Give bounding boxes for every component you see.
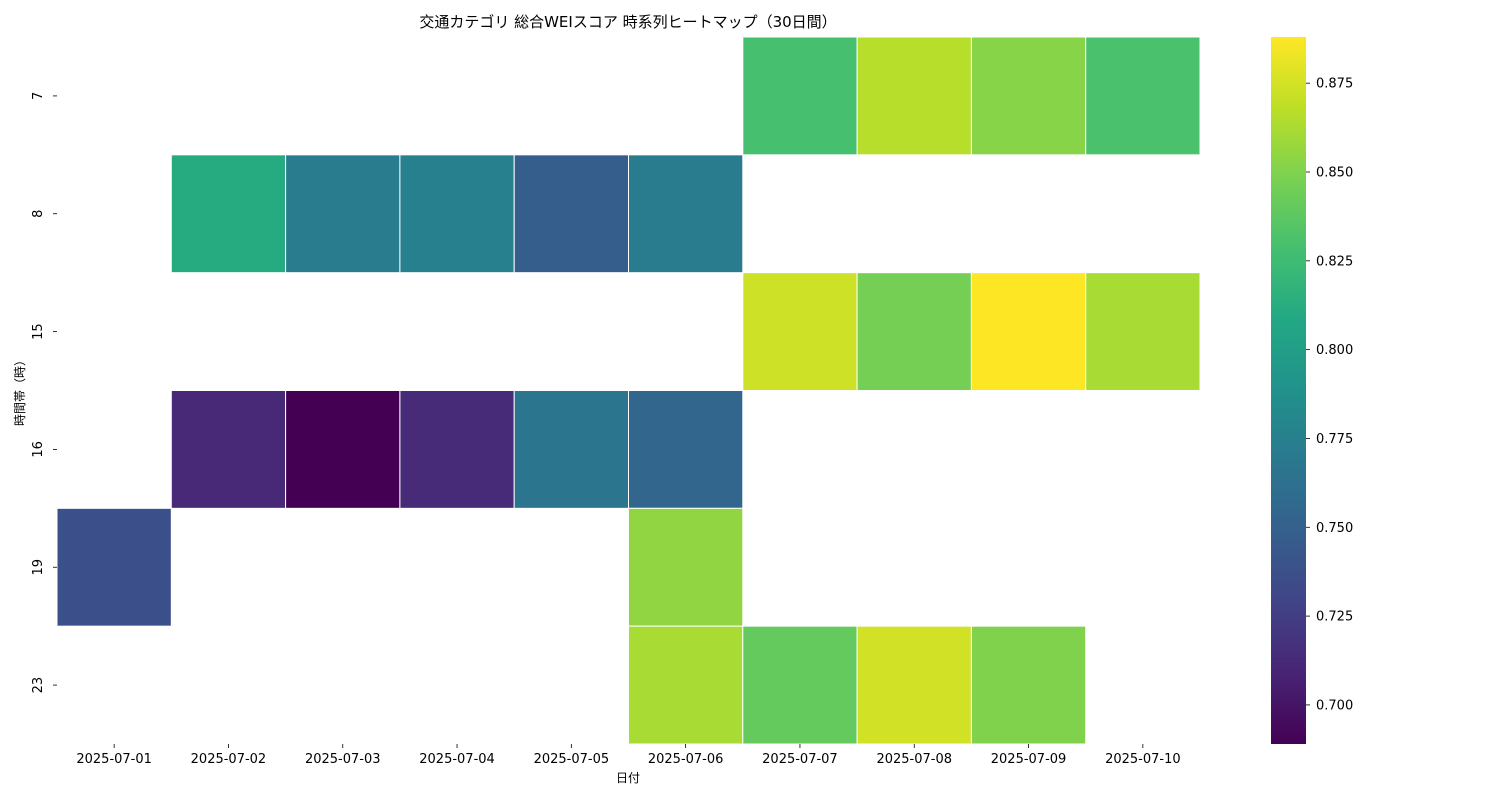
colorbar-tick-label: 0.725: [1316, 610, 1353, 625]
x-tick-label: 2025-07-10: [1105, 752, 1181, 767]
colorbar: [1271, 37, 1306, 744]
chart-title: 交通カテゴリ 総合WEIスコア 時系列ヒートマップ（30日間）: [419, 13, 836, 31]
heatmap-cell: [628, 154, 744, 274]
heatmap-cell: [1085, 36, 1201, 156]
x-tick-label: 2025-07-03: [305, 752, 381, 767]
heatmap-cell: [513, 390, 630, 509]
colorbar-tick-label: 0.875: [1316, 77, 1353, 92]
heatmap-cell: [170, 154, 287, 274]
heatmap-cell: [742, 36, 858, 156]
x-tick-label: 2025-07-04: [419, 752, 495, 767]
y-tick-label: 16: [31, 441, 46, 458]
heatmap-cell: [628, 507, 744, 627]
heatmap-cell: [970, 625, 1087, 745]
x-tick-label: 2025-07-06: [648, 752, 724, 767]
heatmap-cell: [628, 390, 744, 509]
x-tick-label: 2025-07-05: [534, 752, 610, 767]
heatmap-cell: [970, 36, 1087, 156]
y-axis-ticks: 7 8 15 16 19 23: [31, 92, 57, 694]
colorbar-tick-label: 0.825: [1316, 254, 1353, 269]
heatmap-cell: [56, 507, 172, 627]
heatmap-cell: [285, 390, 401, 509]
y-axis-label: 時間帯（時）: [13, 354, 27, 426]
x-tick-label: 2025-07-02: [191, 752, 267, 767]
y-tick-label: 15: [31, 323, 46, 340]
colorbar-tick-label: 0.800: [1316, 343, 1353, 358]
x-tick-label: 2025-07-08: [876, 752, 952, 767]
colorbar-ticks: 0.700 0.725 0.750 0.775 0.800 0.825 0.850 0.875: [1306, 77, 1353, 713]
colorbar-tick-label: 0.700: [1316, 698, 1353, 713]
heatmap-cell: [742, 625, 858, 745]
heatmap-cell: [628, 625, 744, 745]
x-axis-label: 日付: [616, 771, 640, 785]
heatmap-cell: [170, 390, 287, 509]
colorbar-tick-label: 0.750: [1316, 521, 1353, 536]
x-axis-ticks: 2025-07-01 2025-07-02 2025-07-03 2025-07-04…: [76, 744, 1181, 767]
x-tick-label: 2025-07-01: [76, 752, 152, 767]
y-tick-label: 23: [31, 677, 46, 694]
heatmap-cell: [856, 625, 972, 745]
heatmap-cell: [513, 154, 630, 274]
x-tick-label: 2025-07-09: [991, 752, 1067, 767]
heatmap-cell: [856, 36, 972, 156]
heatmap-cell: [970, 272, 1087, 391]
heatmap-cell: [399, 390, 515, 509]
heatmap-cell: [856, 272, 972, 391]
heatmap-cell: [399, 154, 515, 274]
x-tick-label: 2025-07-07: [762, 752, 838, 767]
heatmap-cell: [1085, 272, 1201, 391]
colorbar-tick-label: 0.775: [1316, 432, 1353, 447]
heatmap-cell: [285, 154, 401, 274]
colorbar-tick-label: 0.850: [1316, 166, 1353, 181]
y-tick-label: 8: [31, 210, 46, 218]
y-tick-label: 7: [31, 92, 46, 100]
y-tick-label: 19: [31, 559, 46, 576]
heatmap-cells: [56, 36, 1201, 745]
heatmap-cell: [742, 272, 858, 391]
